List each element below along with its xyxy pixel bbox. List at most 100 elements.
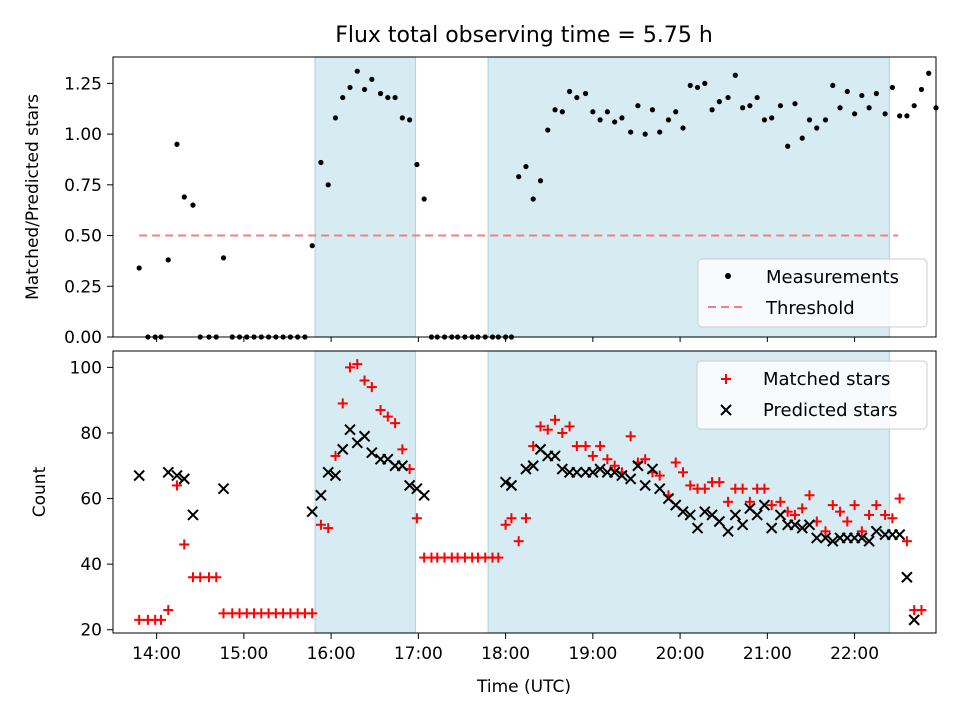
measurement-point bbox=[421, 196, 427, 202]
cross-b bbox=[344, 423, 356, 436]
matched-star-point bbox=[500, 519, 511, 530]
cross-b bbox=[162, 466, 174, 479]
cross-b bbox=[706, 509, 718, 521]
measurement-point bbox=[407, 117, 413, 123]
ratio-x-ticks bbox=[156, 337, 856, 342]
measurement-point bbox=[325, 182, 331, 188]
count-shaded-intervals bbox=[314, 350, 891, 634]
y-tick-label: 1.25 bbox=[64, 74, 102, 94]
cross-b bbox=[396, 460, 409, 472]
legend-predicted-marker bbox=[720, 404, 732, 416]
measurement-point bbox=[761, 117, 768, 123]
legend-threshold-label: Threshold bbox=[765, 298, 855, 319]
ratio-axes-frame bbox=[112, 56, 937, 338]
cross-b bbox=[789, 519, 801, 531]
matched-star-point bbox=[171, 480, 182, 491]
matched-star-point bbox=[411, 513, 422, 524]
cross-b bbox=[411, 483, 423, 495]
matched-star-point bbox=[366, 382, 377, 393]
cross-b bbox=[608, 466, 621, 479]
predicted-star-point bbox=[789, 519, 801, 531]
measurement-point bbox=[747, 103, 753, 109]
measurement-point bbox=[694, 84, 701, 91]
measurement-point bbox=[665, 117, 672, 123]
measurement-point bbox=[220, 255, 227, 261]
predicted-star-point bbox=[722, 525, 734, 538]
predicted-star-point bbox=[774, 509, 787, 521]
cross-b bbox=[720, 404, 732, 416]
predicted-star-point bbox=[418, 489, 430, 501]
measurement-point bbox=[799, 135, 805, 141]
cross-b bbox=[315, 489, 327, 501]
predicted-star-point bbox=[901, 571, 913, 583]
measurement-point bbox=[754, 94, 760, 101]
count-y-ticks: 20 40 60 80 100 bbox=[70, 358, 113, 641]
cross-b bbox=[774, 509, 787, 521]
matched-star-point bbox=[155, 614, 166, 625]
matched-star-point bbox=[307, 608, 318, 619]
matched-star-point bbox=[804, 490, 815, 501]
matched-star-point bbox=[352, 359, 363, 370]
matched-star-point bbox=[789, 509, 800, 520]
matched-star-point bbox=[856, 526, 867, 537]
cross-b bbox=[306, 505, 318, 518]
measurement-point bbox=[642, 131, 648, 137]
predicted-star-point bbox=[571, 466, 583, 479]
x-tick-label: 22:00 bbox=[830, 644, 879, 664]
predicted-star-point bbox=[699, 505, 711, 518]
cross-b bbox=[418, 489, 430, 501]
count-axes-frame bbox=[112, 350, 937, 634]
cross-b bbox=[699, 505, 711, 518]
y-tick-label: 80 bbox=[80, 424, 102, 444]
cross-b bbox=[691, 522, 704, 534]
matched-star-point bbox=[670, 457, 681, 468]
matched-star-point bbox=[493, 552, 504, 563]
measurement-point bbox=[354, 68, 360, 74]
x-tick-label: 17:00 bbox=[394, 644, 443, 664]
matched-star-point bbox=[520, 513, 531, 524]
cross-b bbox=[662, 492, 675, 505]
cross-b bbox=[587, 466, 599, 479]
measurement-point bbox=[165, 257, 171, 263]
y-tick-label: 0.75 bbox=[64, 176, 102, 196]
predicted-star-point bbox=[315, 489, 327, 501]
matched-star-point bbox=[315, 519, 326, 530]
measurement-point bbox=[709, 107, 715, 113]
x-tick-label: 20:00 bbox=[656, 644, 705, 664]
matched-star-point bbox=[163, 605, 174, 616]
matched-star-point bbox=[916, 605, 927, 616]
count-legend-box bbox=[696, 360, 928, 430]
matched-star-point bbox=[218, 608, 229, 619]
predicted-star-point bbox=[366, 446, 378, 459]
predicted-star-point bbox=[639, 479, 651, 492]
measurement-point bbox=[309, 243, 315, 249]
measurement-point bbox=[597, 117, 603, 123]
cross-b bbox=[758, 499, 771, 511]
predicted-star-point bbox=[527, 460, 539, 472]
cross-b bbox=[624, 473, 637, 485]
cross-b bbox=[520, 463, 532, 475]
predicted-star-point bbox=[499, 476, 512, 488]
matched-star-point bbox=[625, 431, 636, 442]
matched-star-point bbox=[699, 483, 710, 494]
matched-star-point bbox=[595, 441, 606, 452]
matched-star-point bbox=[179, 539, 190, 550]
measurement-point bbox=[889, 84, 895, 91]
cross-b bbox=[729, 509, 742, 521]
measurement-point bbox=[523, 163, 529, 170]
cross-b bbox=[713, 515, 726, 528]
cross-b bbox=[382, 453, 394, 465]
predicted-star-point bbox=[758, 499, 771, 511]
matched-star-point bbox=[827, 500, 838, 511]
cross-b bbox=[639, 479, 651, 492]
measurement-point bbox=[851, 111, 858, 117]
matched-star-point bbox=[766, 500, 777, 511]
cross-b bbox=[863, 535, 875, 547]
matched-star-point bbox=[580, 441, 591, 452]
measurement-point bbox=[566, 88, 573, 95]
matched-star-point bbox=[542, 424, 553, 435]
measurement-point bbox=[552, 107, 558, 113]
measurement-point bbox=[785, 143, 791, 149]
matched-star-point bbox=[330, 450, 341, 461]
measurement-point bbox=[918, 86, 925, 93]
